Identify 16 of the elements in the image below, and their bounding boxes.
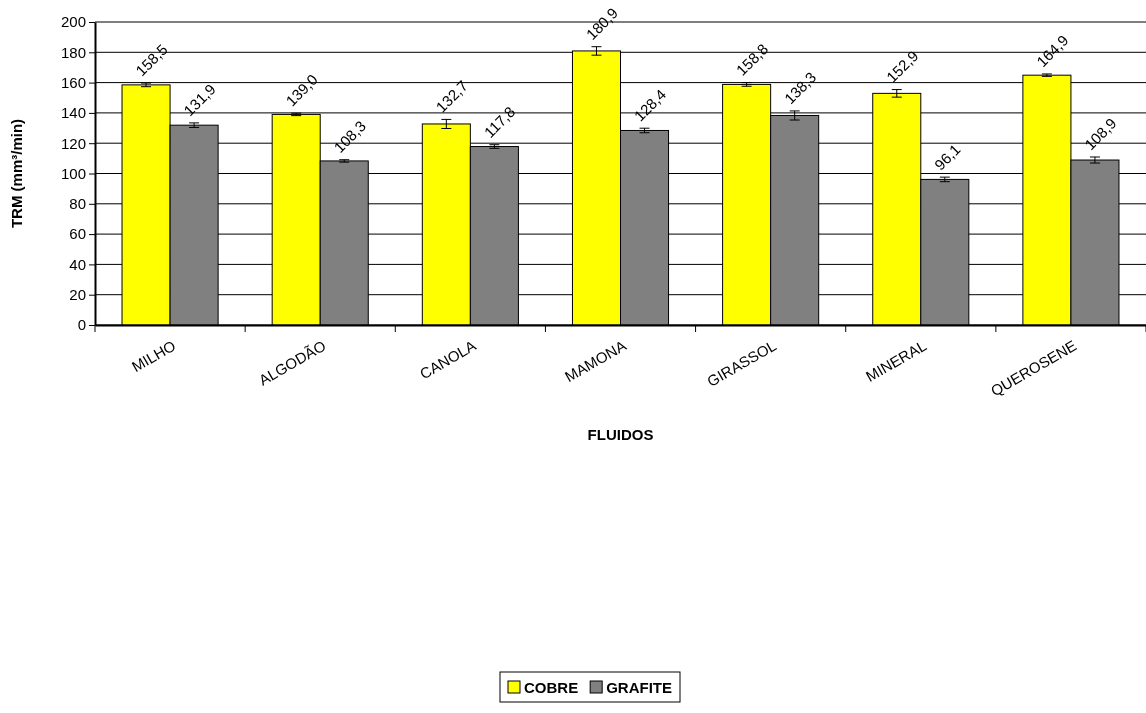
data-label: 96,1 [930,140,964,174]
y-tick-label: 160 [60,73,86,91]
y-tick-label: 180 [60,43,86,61]
y-tick-label: 0 [77,316,86,334]
legend-label: COBRE [523,679,579,696]
y-tick-label: 100 [60,164,86,182]
y-tick-label: 200 [60,13,86,31]
y-tick-label: 40 [69,255,86,273]
y-tick-label: 60 [69,225,86,243]
y-axis-title: TRM (mm³/min) [8,118,25,229]
y-tick-label: 120 [60,134,86,152]
legend-label: GRAFITE [606,679,673,696]
y-tick-label: 80 [69,195,86,213]
y-tick-label: 20 [69,286,86,303]
y-tick-label: 140 [60,104,86,122]
x-axis-title: FLUIDOS [587,426,654,443]
